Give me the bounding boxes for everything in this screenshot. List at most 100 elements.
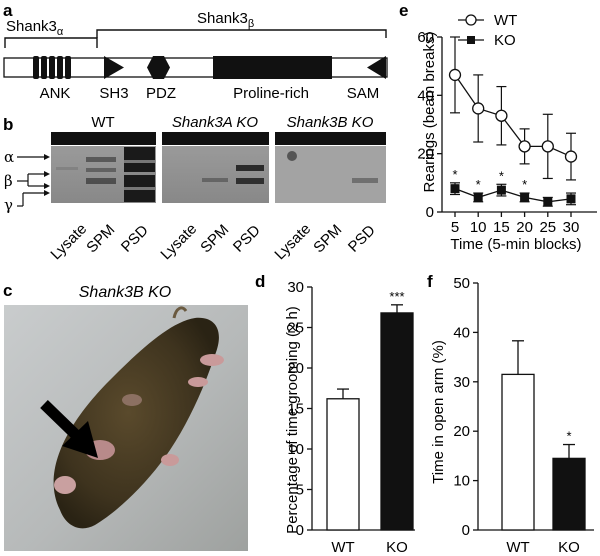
lane-labels: Lysate SPM PSD Lysate SPM PSD Lysate SPM… [47,220,378,263]
x-tick-label: KO [386,539,408,556]
header-bar-3b [275,132,386,145]
y-tick-label: 10 [453,473,470,490]
x-axis-label-e: Time (5-min blocks) [450,236,581,253]
header-bar-wt [51,132,156,145]
header-shank3b-ko: Shank3B KO [287,114,374,131]
domain-label-sh3: SH3 [99,85,128,102]
x-tick-label: 30 [563,219,580,236]
y-tick-label: 20 [287,360,304,377]
series-line-ko [454,188,572,203]
lane-label: PSD [118,222,152,256]
y-tick-label: 40 [453,324,470,341]
blot-shank3a-ko [162,146,269,203]
panel-e: e Rearings (beam breaks) 0 20 40 60 5 10 15 20 2… [399,1,597,253]
panel-label-d: d [255,272,265,291]
alpha-bracket [4,37,98,48]
panel-b: b WT Shank3A KO Shank3B KO [3,114,386,263]
shank3b-ko-bands [287,151,378,183]
x-tick-label: KO [558,539,580,556]
legend-e: WT KO [458,12,517,49]
significance-mark: *** [389,289,404,304]
photo-title: Shank3B KO [79,284,172,301]
x-tick-label: 15 [493,219,510,236]
y-tick-label: 50 [453,275,470,292]
domain-label-sam: SAM [347,85,380,102]
y-tick-label: 30 [453,374,470,391]
sam-domain [367,56,386,79]
lane-label: Lysate [47,220,90,263]
shank3a-ko-bands [202,165,264,184]
y-tick-label: 0 [296,522,304,539]
sh3-domain [104,56,124,79]
data-point-wt [472,102,485,115]
data-point-ko [566,194,576,204]
data-point-wt [448,68,462,82]
header-wt: WT [91,114,114,131]
y-tick-label: 0 [462,522,470,539]
y-axis-label-d: Percentage of time grooming (2 h) [284,306,301,534]
y-tick-label: 25 [287,320,304,337]
data-point-wt [541,140,554,153]
panel-label-c: c [3,281,12,300]
pdz-domain [147,56,170,79]
data-point-ko [543,197,553,207]
isoform-gamma: γ [4,196,13,214]
data-point-wt [564,150,578,163]
y-axis-label-e: Rearings (beam breaks) [421,32,438,193]
lane-label: SPM [310,221,345,256]
data-point-wt [495,109,508,122]
panel-c: c Shank3B KO [3,281,248,551]
legend-marker-ko [467,36,475,44]
lane-label: SPM [197,221,232,256]
x-tick-label: WT [506,539,529,556]
y-tick-label: 60 [417,29,434,46]
y-tick-label: 5 [296,482,304,499]
data-point-ko [450,184,460,194]
wt-bands [56,147,155,202]
panel-label-f: f [427,272,433,291]
domain-label-pdz: PDZ [146,85,176,102]
legend-label-wt: WT [494,12,517,29]
y-tick-label: 20 [453,423,470,440]
header-shank3a-ko: Shank3A KO [172,114,258,131]
bar-wt [326,398,360,531]
data-point-wt [518,140,531,153]
isoform-beta: β [4,172,13,190]
x-tick-label: 20 [516,219,533,236]
legend-marker-wt [465,14,477,26]
y-tick-label: 15 [287,401,304,418]
header-bar-3a [162,132,269,145]
shank3-beta-label: Shank3β [197,10,254,30]
lane-label: SPM [83,221,118,256]
y-tick-label: 10 [287,441,304,458]
legend-label-ko: KO [494,32,516,49]
lane-label: PSD [345,222,379,256]
significance-mark: * [452,167,457,182]
data-point-ko [520,192,530,202]
domain-label-ank: ANK [40,85,71,102]
beta-bracket [96,29,387,38]
significance-mark: * [476,177,481,192]
data-point-ko [496,185,506,195]
panel-label-b: b [3,115,13,134]
significance-mark: * [499,168,504,183]
y-tick-label: 30 [287,279,304,296]
x-tick-label: 25 [539,219,556,236]
bar-wt [501,373,535,531]
bar-ko [552,457,586,531]
ank-repeats [33,56,71,79]
panel-a: a Shank3α Shank3β ANK SH3 PDZ Proline-ri… [3,1,388,102]
x-tick-label: 10 [470,219,487,236]
panel-d: d Percentage of time grooming (2 h) 0 5 10… [255,272,415,556]
x-tick-label: WT [331,539,354,556]
bar-ko [380,312,414,531]
mouse-photo [4,305,248,551]
significance-mark: * [522,177,527,192]
data-point-ko [473,192,483,202]
y-tick-label: 40 [417,87,434,104]
lane-label: Lysate [271,220,314,263]
panel-label-e: e [399,1,408,20]
isoform-arrows [17,154,50,207]
panel-label-a: a [3,1,13,20]
